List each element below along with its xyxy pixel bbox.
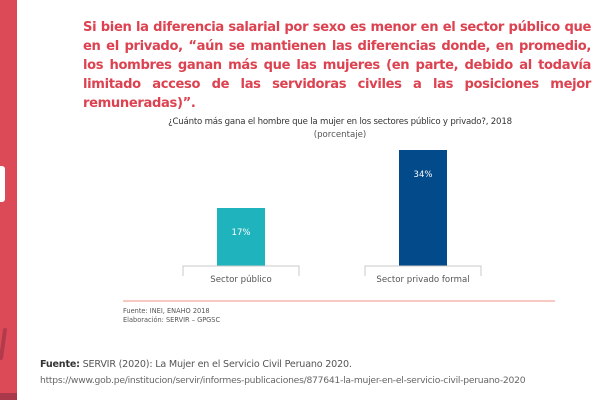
bar-value-label: 17%: [232, 228, 251, 238]
chart-subtitle: (porcentaje): [313, 130, 367, 140]
chart-title: ¿Cuánto más gana el hombre que la mujer …: [168, 117, 512, 127]
category-label: Sector privado formal: [376, 275, 469, 285]
sidebar-tab[interactable]: [0, 166, 5, 202]
bar-1: [217, 208, 265, 266]
bar-2: [399, 150, 447, 266]
sidebar-bottom-strip: [0, 393, 17, 400]
category-label: Sector público: [210, 275, 271, 285]
bar-value-label: 34%: [414, 170, 433, 180]
footer-source: Fuente: SERVIR (2020): La Mujer en el Se…: [40, 359, 352, 370]
footer-source-text: SERVIR (2020): La Mujer en el Servicio C…: [79, 359, 352, 370]
chart-source-note: Fuente: INEI, ENAHO 2018: [123, 307, 210, 315]
footer-url[interactable]: https://www.gob.pe/institucion/servir/in…: [40, 375, 526, 386]
headline-quote: Si bien la diferencia salarial por sexo …: [83, 20, 591, 111]
chart-elaboration-note: Elaboración: SERVIR – GPGSC: [123, 316, 221, 324]
sidebar-accent: [0, 0, 17, 400]
footer-source-label: Fuente:: [40, 359, 80, 370]
category-bracket: [182, 265, 300, 276]
category-bracket: [364, 265, 482, 276]
